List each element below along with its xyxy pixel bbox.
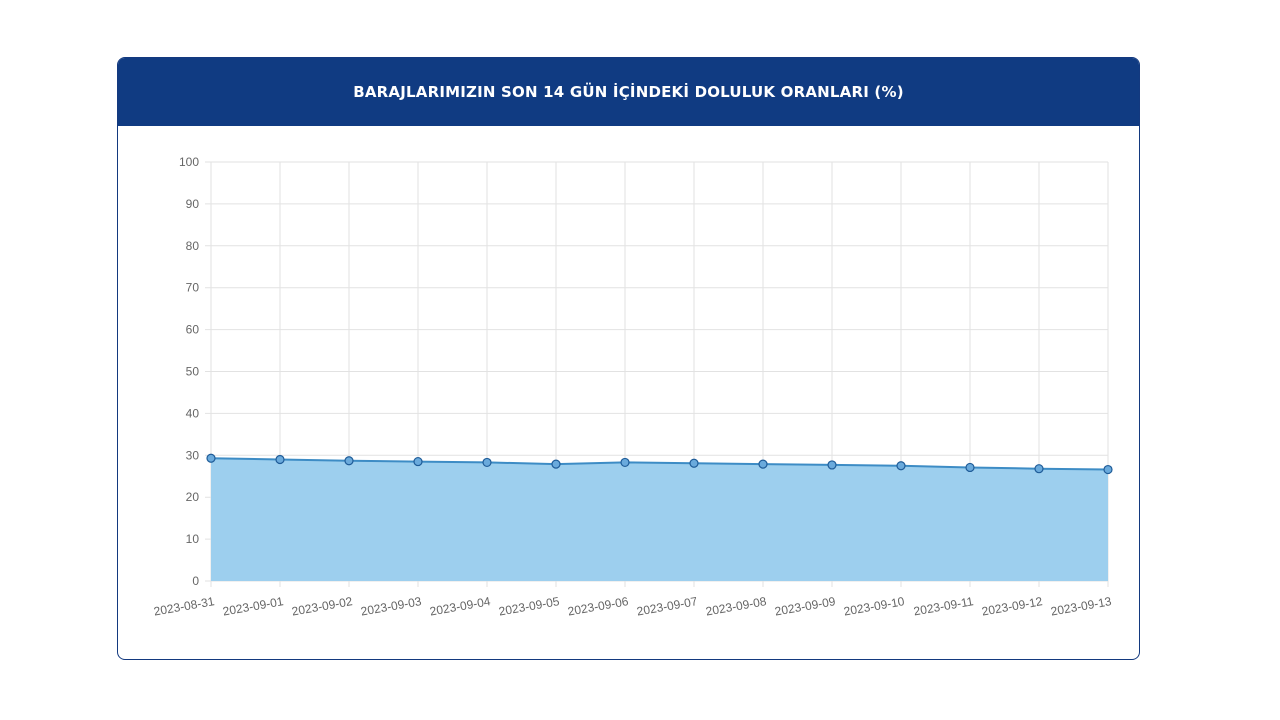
x-tick-label: 2023-08-31 (153, 594, 216, 619)
series-area (210, 457, 1109, 581)
data-point (551, 459, 561, 469)
series-line (210, 457, 1109, 471)
x-tick-label: 2023-09-04 (429, 594, 492, 619)
chart-area: 0 10 20 30 40 50 60 70 80 90 100 2023-08-31 2023-09… (118, 126, 1139, 659)
data-point (206, 453, 216, 463)
data-point (620, 457, 630, 468)
data-point (275, 454, 285, 465)
data-point (758, 459, 768, 469)
data-point (896, 461, 906, 471)
data-point (344, 456, 354, 466)
x-tick-label: 2023-09-10 (843, 594, 906, 619)
chart-title: BARAJLARIMIZIN SON 14 GÜN İÇİNDEKİ DOLUL… (118, 58, 1139, 126)
data-point (482, 457, 492, 468)
y-tick-label: 10 (186, 532, 200, 546)
x-tick-label: 2023-09-09 (774, 594, 837, 619)
x-tick-label: 2023-09-05 (498, 594, 561, 619)
y-tick-label: 50 (186, 365, 200, 379)
x-tick-label: 2023-09-06 (567, 594, 630, 619)
y-tick-label: 90 (186, 197, 200, 211)
data-point (413, 456, 423, 467)
y-tick-label: 70 (186, 281, 200, 295)
series-points (206, 453, 1113, 475)
y-tick-label: 30 (186, 448, 200, 462)
data-point (965, 462, 975, 473)
x-tick-label: 2023-09-12 (981, 594, 1044, 619)
x-tick-label: 2023-09-02 (291, 594, 354, 619)
x-tick-label: 2023-09-03 (360, 594, 423, 619)
y-tick-label: 40 (186, 406, 200, 420)
x-tick-label: 2023-09-07 (636, 594, 699, 619)
x-tick-label: 2023-09-11 (913, 594, 975, 618)
y-tick-label: 20 (186, 490, 200, 504)
chart-card: BARAJLARIMIZIN SON 14 GÜN İÇİNDEKİ DOLUL… (117, 57, 1140, 660)
y-tick-label: 0 (192, 574, 199, 588)
data-point (1034, 464, 1044, 474)
x-tick-label: 2023-09-13 (1050, 594, 1113, 619)
x-tick-label: 2023-09-08 (705, 594, 768, 619)
data-point (1103, 464, 1113, 475)
area-fill (211, 458, 1108, 581)
x-tick-label: 2023-09-01 (222, 594, 285, 619)
data-point (689, 458, 699, 468)
y-tick-label: 60 (186, 323, 200, 337)
y-tick-label: 100 (179, 155, 199, 169)
y-axis-ticks: 0 10 20 30 40 50 60 70 80 90 100 (179, 155, 199, 588)
x-axis-ticks: 2023-08-31 2023-09-01 2023-09-02 2023-09-03… (153, 594, 1113, 619)
y-tick-label: 80 (186, 239, 200, 253)
data-point (827, 460, 837, 470)
